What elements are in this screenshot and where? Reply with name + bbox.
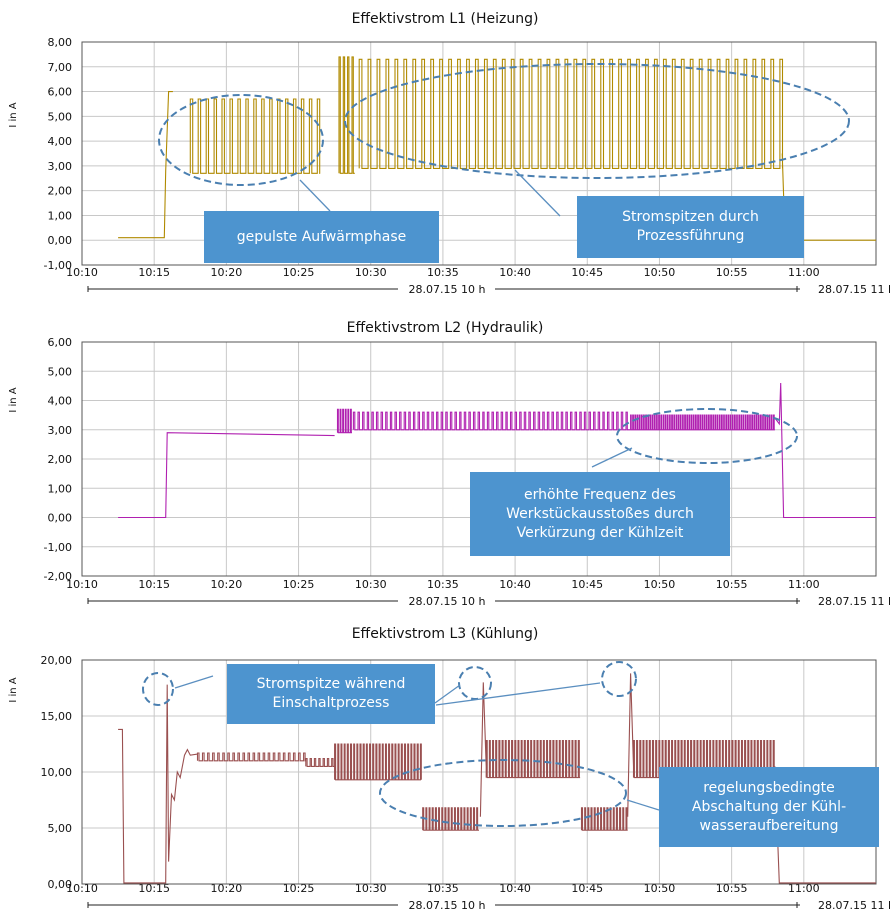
y-tick-label: 8,00 (48, 36, 73, 49)
annotation-ellipse (601, 661, 637, 697)
chart-2: Effektivstrom L2 (Hydraulik) I in A 6,00 5,… (8, 320, 890, 608)
callout-box: erhöhte Frequenz des Werkstückausstoßes … (470, 472, 730, 556)
x-tick-label: 10:45 (571, 266, 603, 279)
time-label-11h: 28.07.15 11 h (818, 899, 890, 912)
annotation-leader (591, 447, 633, 468)
annotation-leader (174, 675, 214, 689)
y-tick-label: 10,00 (41, 766, 73, 779)
x-tick-label: 10:15 (138, 882, 170, 895)
x-tick-label: 10:35 (427, 578, 459, 591)
x-tick-label: 10:40 (499, 882, 531, 895)
y-axis-label: I in A (8, 102, 19, 127)
time-label-11h: 28.07.15 11 h (818, 595, 890, 608)
chart-1: Effektivstrom L1 (Heizung) I in A 8,00 7,00… (8, 11, 890, 296)
annotation-ellipse (458, 666, 492, 700)
series-line (118, 673, 876, 884)
x-tick-label: 10:45 (571, 882, 603, 895)
annotation-leader (299, 179, 331, 212)
y-tick-label: 3,00 (48, 160, 73, 173)
y-tick-label: 2,00 (48, 453, 73, 466)
x-tick-label: 10:40 (499, 266, 531, 279)
y-axis-label: I in A (8, 387, 19, 412)
x-tick-label: 10:15 (138, 266, 170, 279)
y-tick-label: 3,00 (48, 424, 73, 437)
annotation-ellipse (616, 408, 798, 464)
annotation-ellipse (158, 94, 324, 186)
y-tick-label: 5,00 (48, 365, 73, 378)
callout-box: regelungsbedingte Abschaltung der Kühl- … (659, 767, 879, 847)
annotation-leader (435, 682, 601, 706)
callout-box: Stromspitze während Einschaltprozess (227, 664, 435, 724)
time-label-10h: 28.07.15 10 h (409, 595, 486, 608)
x-tick-label: 10:10 (66, 882, 98, 895)
y-tick-label: 20,00 (41, 654, 73, 667)
y-tick-label: 0,00 (48, 512, 73, 525)
annotation-ellipse (344, 63, 850, 179)
annotation-leader (434, 684, 461, 704)
callout-box: gepulste Aufwärmphase (204, 211, 439, 263)
plot-frame (81, 41, 877, 266)
time-label-10h: 28.07.15 10 h (409, 899, 486, 912)
x-tick-label: 10:55 (716, 266, 748, 279)
x-tick-label: 10:40 (499, 578, 531, 591)
time-label-11h: 28.07.15 11 h (818, 283, 890, 296)
callout-box: Stromspitzen durch Prozessführung (577, 196, 804, 258)
annotation-ellipse (379, 759, 627, 827)
x-tick-label: 10:50 (644, 266, 676, 279)
y-tick-label: -1,00 (44, 259, 72, 272)
x-tick-label: 10:50 (644, 578, 676, 591)
x-tick-label: 10:25 (283, 882, 315, 895)
y-tick-label: -2,00 (44, 570, 72, 583)
y-tick-label: 4,00 (48, 395, 73, 408)
chart-title: Effektivstrom L3 (Kühlung) (352, 626, 539, 642)
y-tick-label: 5,00 (48, 822, 73, 835)
x-tick-label: 10:35 (427, 882, 459, 895)
y-tick-label: 15,00 (41, 710, 73, 723)
y-tick-label: 0,00 (48, 234, 73, 247)
chart-3: Effektivstrom L3 (Kühlung) I in A 20,00 15,… (8, 626, 890, 912)
y-tick-label: 1,00 (48, 209, 73, 222)
y-axis-label: I in A (8, 677, 19, 702)
series-line (118, 56, 876, 241)
x-tick-label: 11:00 (788, 882, 820, 895)
y-tick-label: 6,00 (48, 336, 73, 349)
x-tick-label: 10:20 (211, 266, 243, 279)
x-tick-label: 10:25 (283, 578, 315, 591)
y-tick-label: 0,00 (48, 878, 73, 891)
x-tick-label: 10:15 (138, 578, 170, 591)
annotation-ellipse (142, 672, 174, 706)
x-tick-label: 10:30 (355, 578, 387, 591)
annotation-leader (514, 169, 561, 217)
y-tick-label: -1,00 (44, 541, 72, 554)
x-tick-label: 10:25 (283, 266, 315, 279)
x-tick-label: 10:50 (644, 882, 676, 895)
y-tick-label: 6,00 (48, 86, 73, 99)
x-tick-label: 10:30 (355, 882, 387, 895)
y-tick-label: 4,00 (48, 135, 73, 148)
plot-frame (81, 341, 877, 577)
x-tick-label: 10:55 (716, 882, 748, 895)
x-tick-label: 10:10 (66, 578, 98, 591)
x-tick-label: 11:00 (788, 266, 820, 279)
chart-title: Effektivstrom L2 (Hydraulik) (347, 320, 544, 336)
annotation-leader (626, 799, 660, 811)
y-tick-label: 1,00 (48, 482, 73, 495)
time-label-10h: 28.07.15 10 h (409, 283, 486, 296)
series-line (118, 382, 876, 519)
x-tick-label: 10:35 (427, 266, 459, 279)
chart-title: Effektivstrom L1 (Heizung) (352, 11, 539, 27)
y-tick-label: 2,00 (48, 185, 73, 198)
x-tick-label: 10:30 (355, 266, 387, 279)
x-tick-label: 11:00 (788, 578, 820, 591)
x-tick-label: 10:20 (211, 882, 243, 895)
x-tick-label: 10:10 (66, 266, 98, 279)
y-tick-label: 5,00 (48, 110, 73, 123)
x-tick-label: 10:20 (211, 578, 243, 591)
x-tick-label: 10:55 (716, 578, 748, 591)
y-tick-label: 7,00 (48, 61, 73, 74)
x-tick-label: 10:45 (571, 578, 603, 591)
